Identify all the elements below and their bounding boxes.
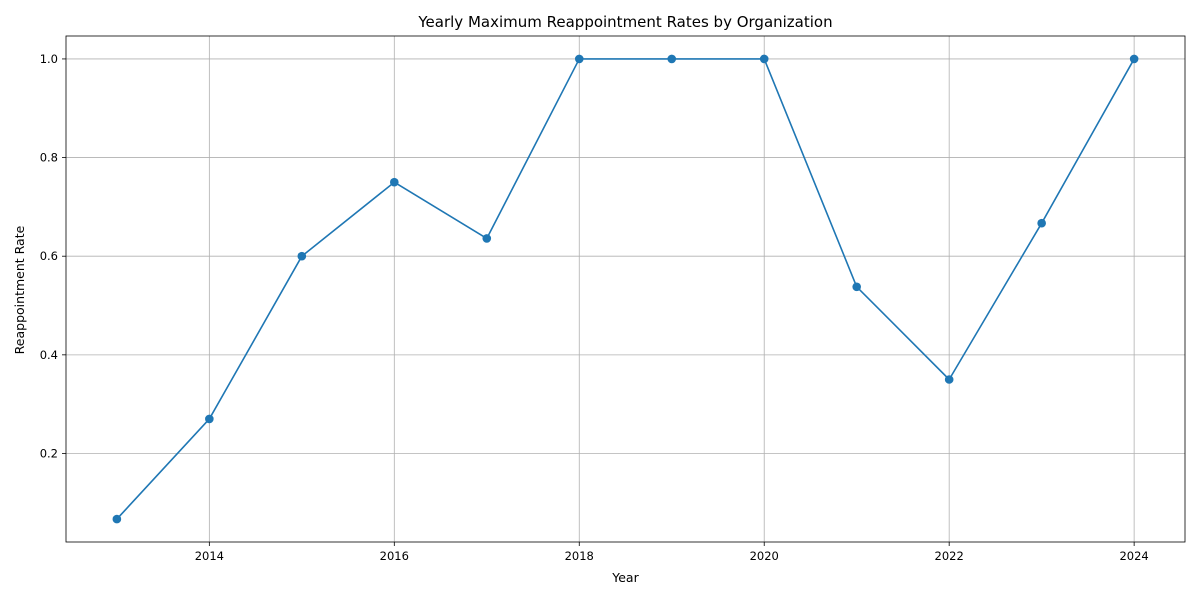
data-point xyxy=(1129,54,1139,64)
x-tick-label: 2014 xyxy=(195,549,224,563)
y-tick-label: 0.8 xyxy=(40,151,58,165)
y-tick-label: 1.0 xyxy=(40,52,58,66)
series-line xyxy=(116,58,1135,520)
data-point xyxy=(1037,218,1046,228)
axes: 2014 2016 2018 2020 2022 2024 0.2 0.4 0.6 0.8 1.0 xyxy=(40,35,1186,563)
data-point xyxy=(112,514,122,524)
plot-frame xyxy=(65,35,1186,543)
y-tick-label: 0.2 xyxy=(40,446,58,460)
data-point xyxy=(852,282,861,292)
x-tick-label: 2024 xyxy=(1119,549,1148,563)
data-point xyxy=(390,177,399,187)
y-tick-label: 0.6 xyxy=(40,249,58,263)
y-axis-label: Reappointment Rate xyxy=(12,225,27,354)
x-tick-label: 2018 xyxy=(565,549,594,563)
data-point xyxy=(944,375,954,384)
data-point xyxy=(667,54,677,64)
chart-title: Yearly Maximum Reappointment Rates by Or… xyxy=(417,13,832,31)
x-axis-label: Year xyxy=(611,570,639,585)
x-tick-label: 2022 xyxy=(935,549,964,563)
y-tick-label: 0.4 xyxy=(40,348,58,362)
data-point xyxy=(205,414,214,424)
data-point xyxy=(759,54,769,64)
x-tick-label: 2016 xyxy=(380,549,409,563)
data-point xyxy=(574,54,584,64)
data-point xyxy=(297,251,307,261)
data-point xyxy=(482,234,492,243)
series-layer xyxy=(112,54,1139,524)
x-tick-label: 2020 xyxy=(750,549,779,563)
grid xyxy=(66,36,1185,542)
